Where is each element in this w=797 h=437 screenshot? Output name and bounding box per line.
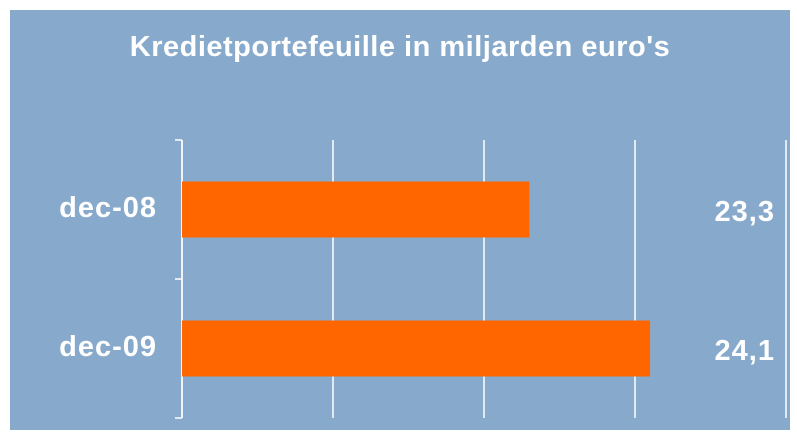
bar	[182, 181, 530, 238]
chart-title: Kredietportefeuille in miljarden euro's	[129, 31, 671, 63]
y-tick-label: dec-08	[59, 192, 157, 224]
bar	[182, 320, 651, 377]
data-label: 24,1	[715, 335, 775, 367]
y-tick-label: dec-09	[59, 331, 157, 363]
data-label: 23,3	[715, 196, 775, 228]
